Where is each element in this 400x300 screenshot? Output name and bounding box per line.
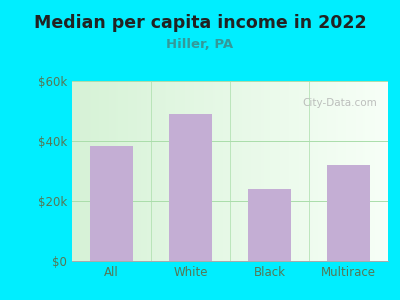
Text: Hiller, PA: Hiller, PA [166,38,234,50]
Bar [248,189,291,261]
Text: City-Data.com: City-Data.com [303,98,378,108]
Bar [327,165,370,261]
Bar [90,146,133,261]
Text: Median per capita income in 2022: Median per capita income in 2022 [34,14,366,32]
Bar [169,114,212,261]
